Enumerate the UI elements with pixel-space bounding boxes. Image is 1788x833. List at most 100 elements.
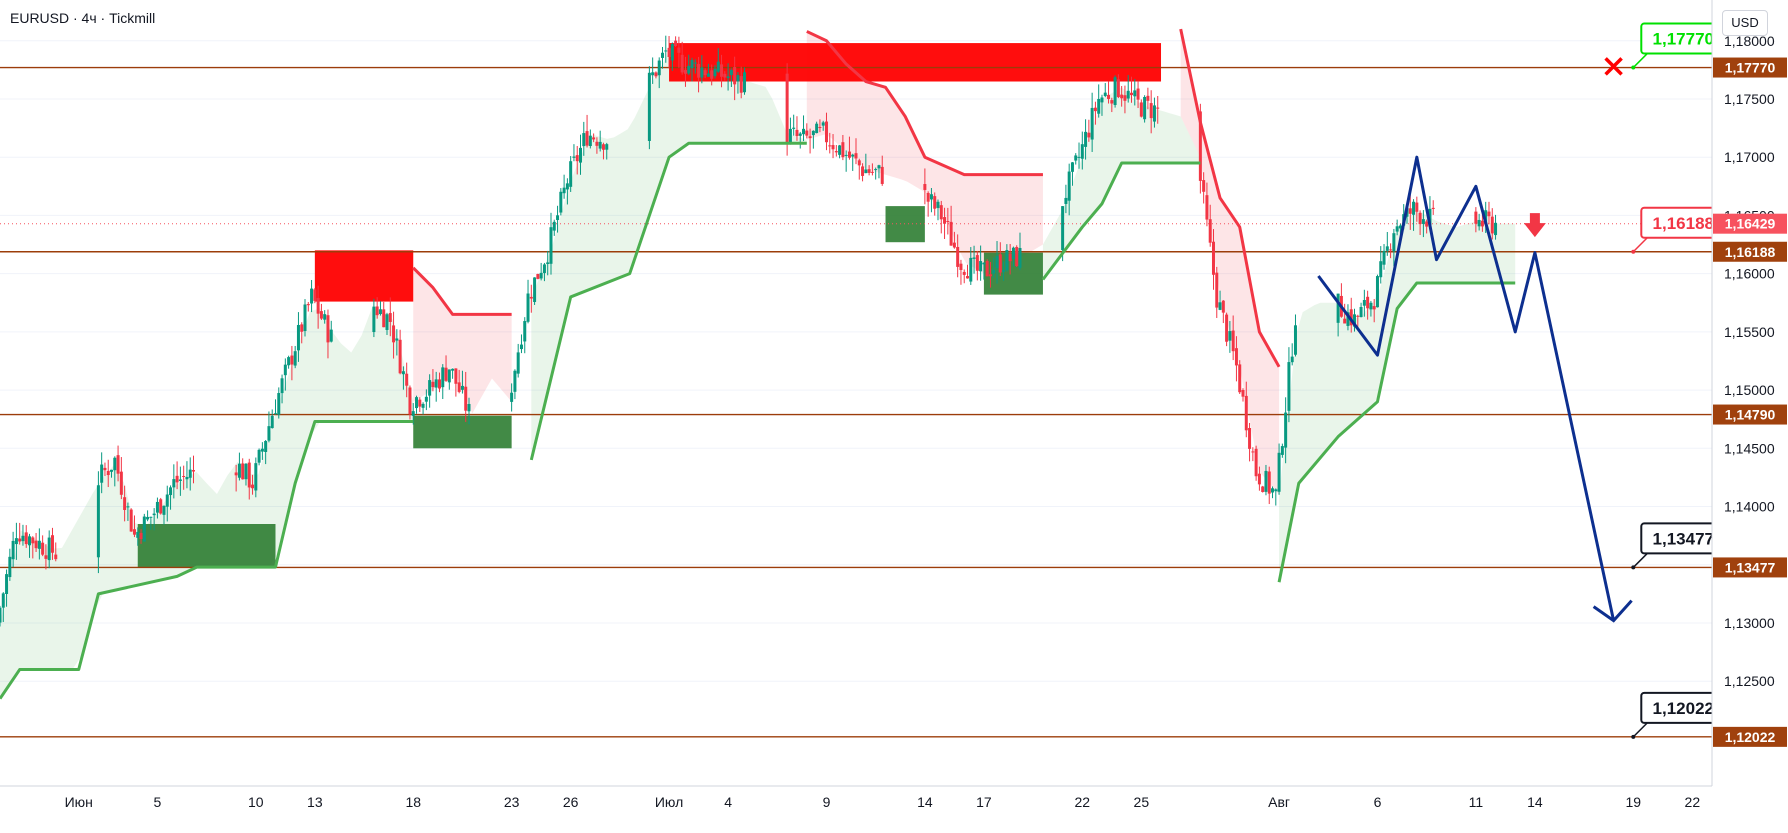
candle-body xyxy=(277,393,281,415)
candle-body xyxy=(1271,488,1275,493)
supertrend-fill xyxy=(531,52,807,460)
x-tick-label: 19 xyxy=(1625,794,1641,810)
candle-body xyxy=(729,70,733,76)
price-tag-label: 1,16188 xyxy=(1725,244,1776,260)
callout-label: 1,12022 xyxy=(1653,699,1714,718)
candle-body xyxy=(424,396,428,402)
candle-body xyxy=(962,271,966,275)
currency-button[interactable]: USD xyxy=(1722,10,1768,36)
candle-body xyxy=(1064,197,1068,204)
candle-body xyxy=(24,532,28,545)
candle-body xyxy=(552,221,556,231)
candle-body xyxy=(1234,348,1238,366)
candle-body xyxy=(162,505,166,515)
candle-body xyxy=(1277,452,1281,492)
candle-body xyxy=(697,63,701,78)
candle-body xyxy=(1205,195,1209,220)
candle-body xyxy=(270,415,274,429)
candle-body xyxy=(1490,216,1494,234)
supertrend-fill xyxy=(413,267,512,414)
callout-pointer xyxy=(1632,237,1648,253)
candle-body xyxy=(175,475,179,483)
candle-body xyxy=(1356,315,1360,317)
candle-body xyxy=(657,60,661,76)
x-tick-label: 9 xyxy=(823,794,831,810)
candle-body xyxy=(943,217,947,224)
y-tick-label: 1,12500 xyxy=(1724,673,1775,689)
candle-body xyxy=(1225,314,1229,342)
x-tick-label: 4 xyxy=(724,794,732,810)
candle-body xyxy=(536,273,540,279)
candle-body xyxy=(188,469,192,478)
candle-body xyxy=(1093,107,1097,112)
candle-body xyxy=(939,205,943,220)
candle-body xyxy=(706,73,710,77)
candle-body xyxy=(28,536,32,546)
candle-body xyxy=(542,264,546,274)
candle-body xyxy=(1251,451,1255,453)
demand-zone xyxy=(413,415,512,449)
candle-body xyxy=(1254,448,1258,477)
candle-body xyxy=(726,76,730,79)
candle-body xyxy=(5,574,9,595)
candle-body xyxy=(847,151,851,158)
candle-body xyxy=(736,75,740,82)
candle-body xyxy=(1290,356,1294,363)
candle-body xyxy=(1369,302,1373,310)
candle-body xyxy=(1477,219,1481,227)
candle-body xyxy=(1198,111,1202,181)
x-tick-label: 14 xyxy=(917,794,933,810)
price-tag-label: 1,16429 xyxy=(1725,216,1776,232)
candle-body xyxy=(1,593,5,608)
cross-icon xyxy=(1604,57,1623,76)
candle-body xyxy=(824,121,828,143)
candle-body xyxy=(588,135,592,147)
candle-body xyxy=(1090,107,1094,140)
callout-green: 1,17770 xyxy=(1631,22,1727,70)
y-tick-label: 1,14000 xyxy=(1724,499,1775,515)
candle-body xyxy=(290,355,294,365)
candle-body xyxy=(467,403,471,412)
candle-body xyxy=(565,183,569,190)
candle-body xyxy=(811,130,815,136)
candle-body xyxy=(992,269,996,274)
candle-body xyxy=(310,288,314,304)
candle-body xyxy=(415,397,419,409)
price-tag-bg xyxy=(1713,726,1787,747)
candle-body xyxy=(1149,103,1153,119)
price-tag-label: 1,14790 xyxy=(1725,407,1776,423)
price-tag: 1,16188 xyxy=(1713,241,1787,262)
y-tick-label: 1,13000 xyxy=(1724,615,1775,631)
callout-pointer xyxy=(1632,552,1648,568)
candle-body xyxy=(792,127,796,129)
down-arrow-icon xyxy=(1523,213,1546,238)
candle-body xyxy=(985,260,989,277)
candle-body xyxy=(1264,470,1268,492)
candle-body xyxy=(454,368,458,384)
candle-body xyxy=(513,370,517,392)
candle-body xyxy=(178,479,182,481)
price-tag: 1,13477 xyxy=(1713,557,1787,578)
candle-body xyxy=(139,532,143,540)
candle-body xyxy=(136,531,140,538)
candle-body xyxy=(303,304,307,332)
projection-line xyxy=(1317,155,1616,621)
candle-body xyxy=(1398,225,1402,229)
candle-body xyxy=(392,325,396,343)
supertrend-fill xyxy=(0,307,414,699)
price-tag: 1,16429 xyxy=(1713,213,1787,234)
candle-body xyxy=(798,133,802,136)
candle-body xyxy=(1146,95,1150,101)
candle-body xyxy=(234,472,238,476)
candle-body xyxy=(14,538,18,545)
candle-body xyxy=(1280,446,1284,455)
candle-body xyxy=(169,487,173,496)
candle-body xyxy=(110,469,114,472)
candle-body xyxy=(598,141,602,149)
candle-body xyxy=(1129,92,1133,96)
candle-body xyxy=(651,72,655,76)
candle-body xyxy=(516,352,520,374)
candle-body xyxy=(1428,208,1432,226)
